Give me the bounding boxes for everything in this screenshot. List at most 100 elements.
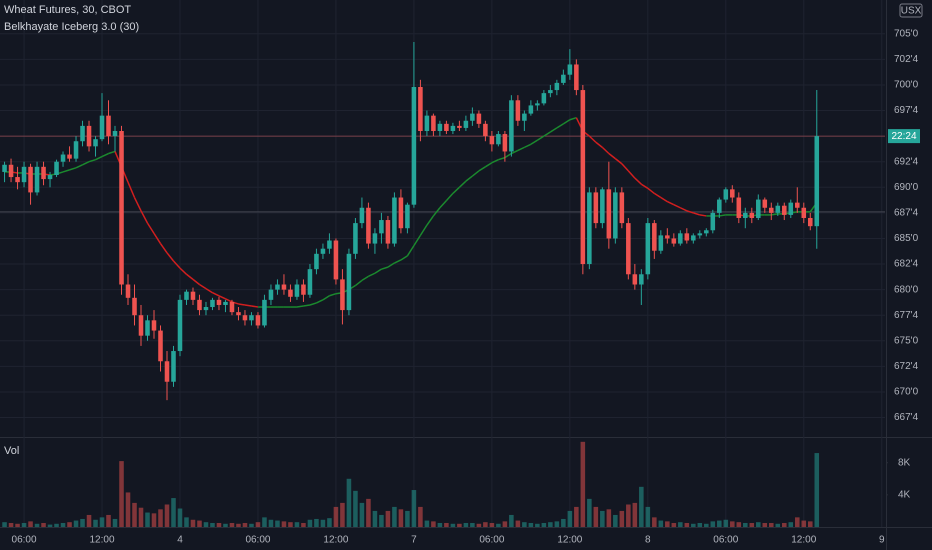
volume-bar: [41, 522, 46, 527]
vol-tick-label: 4K: [898, 489, 911, 500]
y-tick-label: 677'4: [894, 310, 919, 321]
x-tick-label: 8: [645, 535, 651, 546]
volume-bar: [489, 522, 495, 527]
volume-bar: [164, 504, 170, 527]
ma-segment: [62, 169, 70, 173]
x-tick-label: 7: [411, 535, 417, 546]
volume-bar: [73, 520, 79, 527]
candle-body: [34, 166, 40, 193]
candle-body: [658, 235, 664, 251]
volume-bar: [554, 521, 560, 527]
ma-segment: [660, 196, 668, 203]
volume-bar: [281, 521, 287, 527]
ma-segment: [517, 146, 525, 152]
ma-segment: [159, 243, 168, 254]
volume-bar: [184, 517, 189, 527]
ma-segment: [153, 232, 162, 244]
candle-body: [652, 223, 657, 251]
volume-bar: [600, 510, 605, 527]
candle-body: [665, 235, 670, 239]
currency-box[interactable]: [899, 3, 923, 18]
candle-body: [262, 299, 267, 326]
volume-bar: [782, 522, 787, 527]
candle-body: [112, 130, 118, 137]
candle-body: [554, 82, 560, 91]
volume-bar: [392, 506, 397, 527]
ma-segment: [478, 166, 486, 172]
candle-body: [515, 100, 521, 121]
volume-bar: [756, 522, 761, 527]
candle-body: [489, 136, 495, 145]
ma-segment: [556, 123, 564, 129]
volume-bar: [710, 521, 716, 527]
candle-body: [483, 123, 488, 137]
candle-body: [353, 223, 358, 254]
volume-bar: [314, 518, 319, 527]
ma-segment: [634, 177, 642, 185]
y-tick-label: 682'4: [894, 259, 919, 270]
indicator-label: Belkhayate Iceberg 3.0 (30): [4, 21, 139, 33]
candle-body: [190, 291, 196, 300]
volume-bar: [795, 517, 800, 527]
candle-body: [704, 230, 709, 234]
candle-body: [236, 312, 241, 316]
ma-segment: [368, 272, 376, 278]
y-tick-label: 675'0: [894, 335, 919, 346]
ma-segment: [621, 163, 629, 172]
ma-segment: [381, 266, 389, 270]
volume-bar: [626, 504, 631, 527]
candle-body: [106, 115, 111, 137]
volume-bar: [678, 522, 683, 527]
ma-segment: [296, 305, 304, 308]
volume-bar: [632, 502, 638, 527]
x-tick-label: 4: [177, 535, 183, 546]
candle-body: [15, 177, 20, 183]
ma-segment: [316, 299, 324, 304]
volume-bar: [405, 510, 410, 527]
volume-bar: [574, 506, 579, 527]
candle-body: [548, 90, 553, 94]
candle-body: [359, 207, 365, 224]
candle-body: [333, 240, 339, 280]
volume-bar: [814, 453, 820, 527]
volume-bar: [262, 517, 267, 527]
currency-label[interactable]: USX: [901, 6, 922, 17]
ma-segment: [419, 224, 428, 236]
candle-body: [437, 123, 443, 131]
candle-body: [86, 125, 92, 147]
candle-body: [645, 223, 651, 275]
ma-segment: [199, 283, 207, 290]
y-tick-label: 680'0: [894, 284, 919, 295]
volume-bar: [775, 523, 781, 527]
volume-bar: [476, 523, 482, 527]
x-tick-label: 12:00: [89, 535, 114, 546]
ma-segment: [166, 252, 175, 262]
volume-bar: [138, 507, 144, 527]
ma-segment: [413, 234, 422, 247]
volume-bar: [450, 523, 456, 527]
candle-body: [379, 220, 384, 234]
volume-bar: [229, 522, 235, 527]
candle-body: [444, 123, 449, 131]
ma-segment: [498, 156, 506, 161]
candle-body: [28, 166, 33, 193]
candle-body: [73, 141, 79, 159]
y-tick-label: 685'0: [894, 233, 919, 244]
chart-title: Wheat Futures, 30, CBOT: [4, 4, 131, 16]
ma-segment: [536, 135, 545, 141]
volume-bar: [717, 520, 722, 527]
volume-bar: [541, 522, 547, 527]
volume-bar: [385, 510, 391, 527]
candle-body: [541, 93, 547, 104]
candle-body: [450, 125, 456, 131]
candle-body: [385, 220, 391, 244]
ma-segment: [562, 119, 571, 125]
candle-body: [580, 90, 586, 265]
volume-bar: [704, 523, 709, 527]
candle-body: [80, 125, 85, 142]
volume-bar: [223, 523, 228, 527]
ma-segment: [511, 149, 519, 155]
ma-segment: [588, 135, 597, 143]
volume-bar: [197, 520, 202, 527]
